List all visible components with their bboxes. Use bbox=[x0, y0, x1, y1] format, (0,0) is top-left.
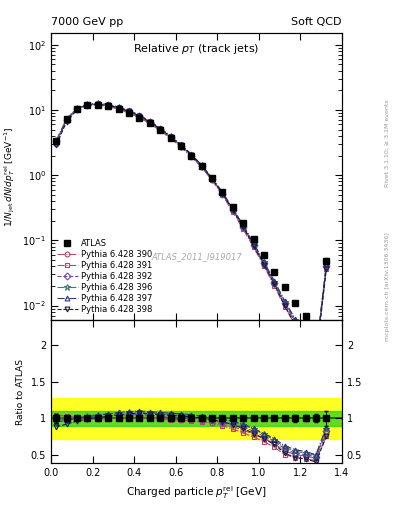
Text: Relative $p_T$ (track jets): Relative $p_T$ (track jets) bbox=[133, 42, 260, 56]
Y-axis label: $1/N_{\mathrm{jet}}\,dN/dp_T^{\mathrm{rel}}$ [GeV$^{-1}$]: $1/N_{\mathrm{jet}}\,dN/dp_T^{\mathrm{re… bbox=[2, 126, 17, 227]
Text: mcplots.cern.ch [arXiv:1306.3436]: mcplots.cern.ch [arXiv:1306.3436] bbox=[385, 232, 390, 341]
Y-axis label: Ratio to ATLAS: Ratio to ATLAS bbox=[16, 359, 25, 424]
X-axis label: Charged particle $p_T^{\mathrm{rel}}$ [GeV]: Charged particle $p_T^{\mathrm{rel}}$ [G… bbox=[126, 484, 267, 501]
Text: Rivet 3.1.10; ≥ 3.1M events: Rivet 3.1.10; ≥ 3.1M events bbox=[385, 99, 390, 187]
Text: Soft QCD: Soft QCD bbox=[292, 17, 342, 27]
Text: 7000 GeV pp: 7000 GeV pp bbox=[51, 17, 123, 27]
Text: ATLAS_2011_I919017: ATLAS_2011_I919017 bbox=[151, 252, 242, 262]
Legend: ATLAS, Pythia 6.428 390, Pythia 6.428 391, Pythia 6.428 392, Pythia 6.428 396, P: ATLAS, Pythia 6.428 390, Pythia 6.428 39… bbox=[55, 237, 154, 316]
